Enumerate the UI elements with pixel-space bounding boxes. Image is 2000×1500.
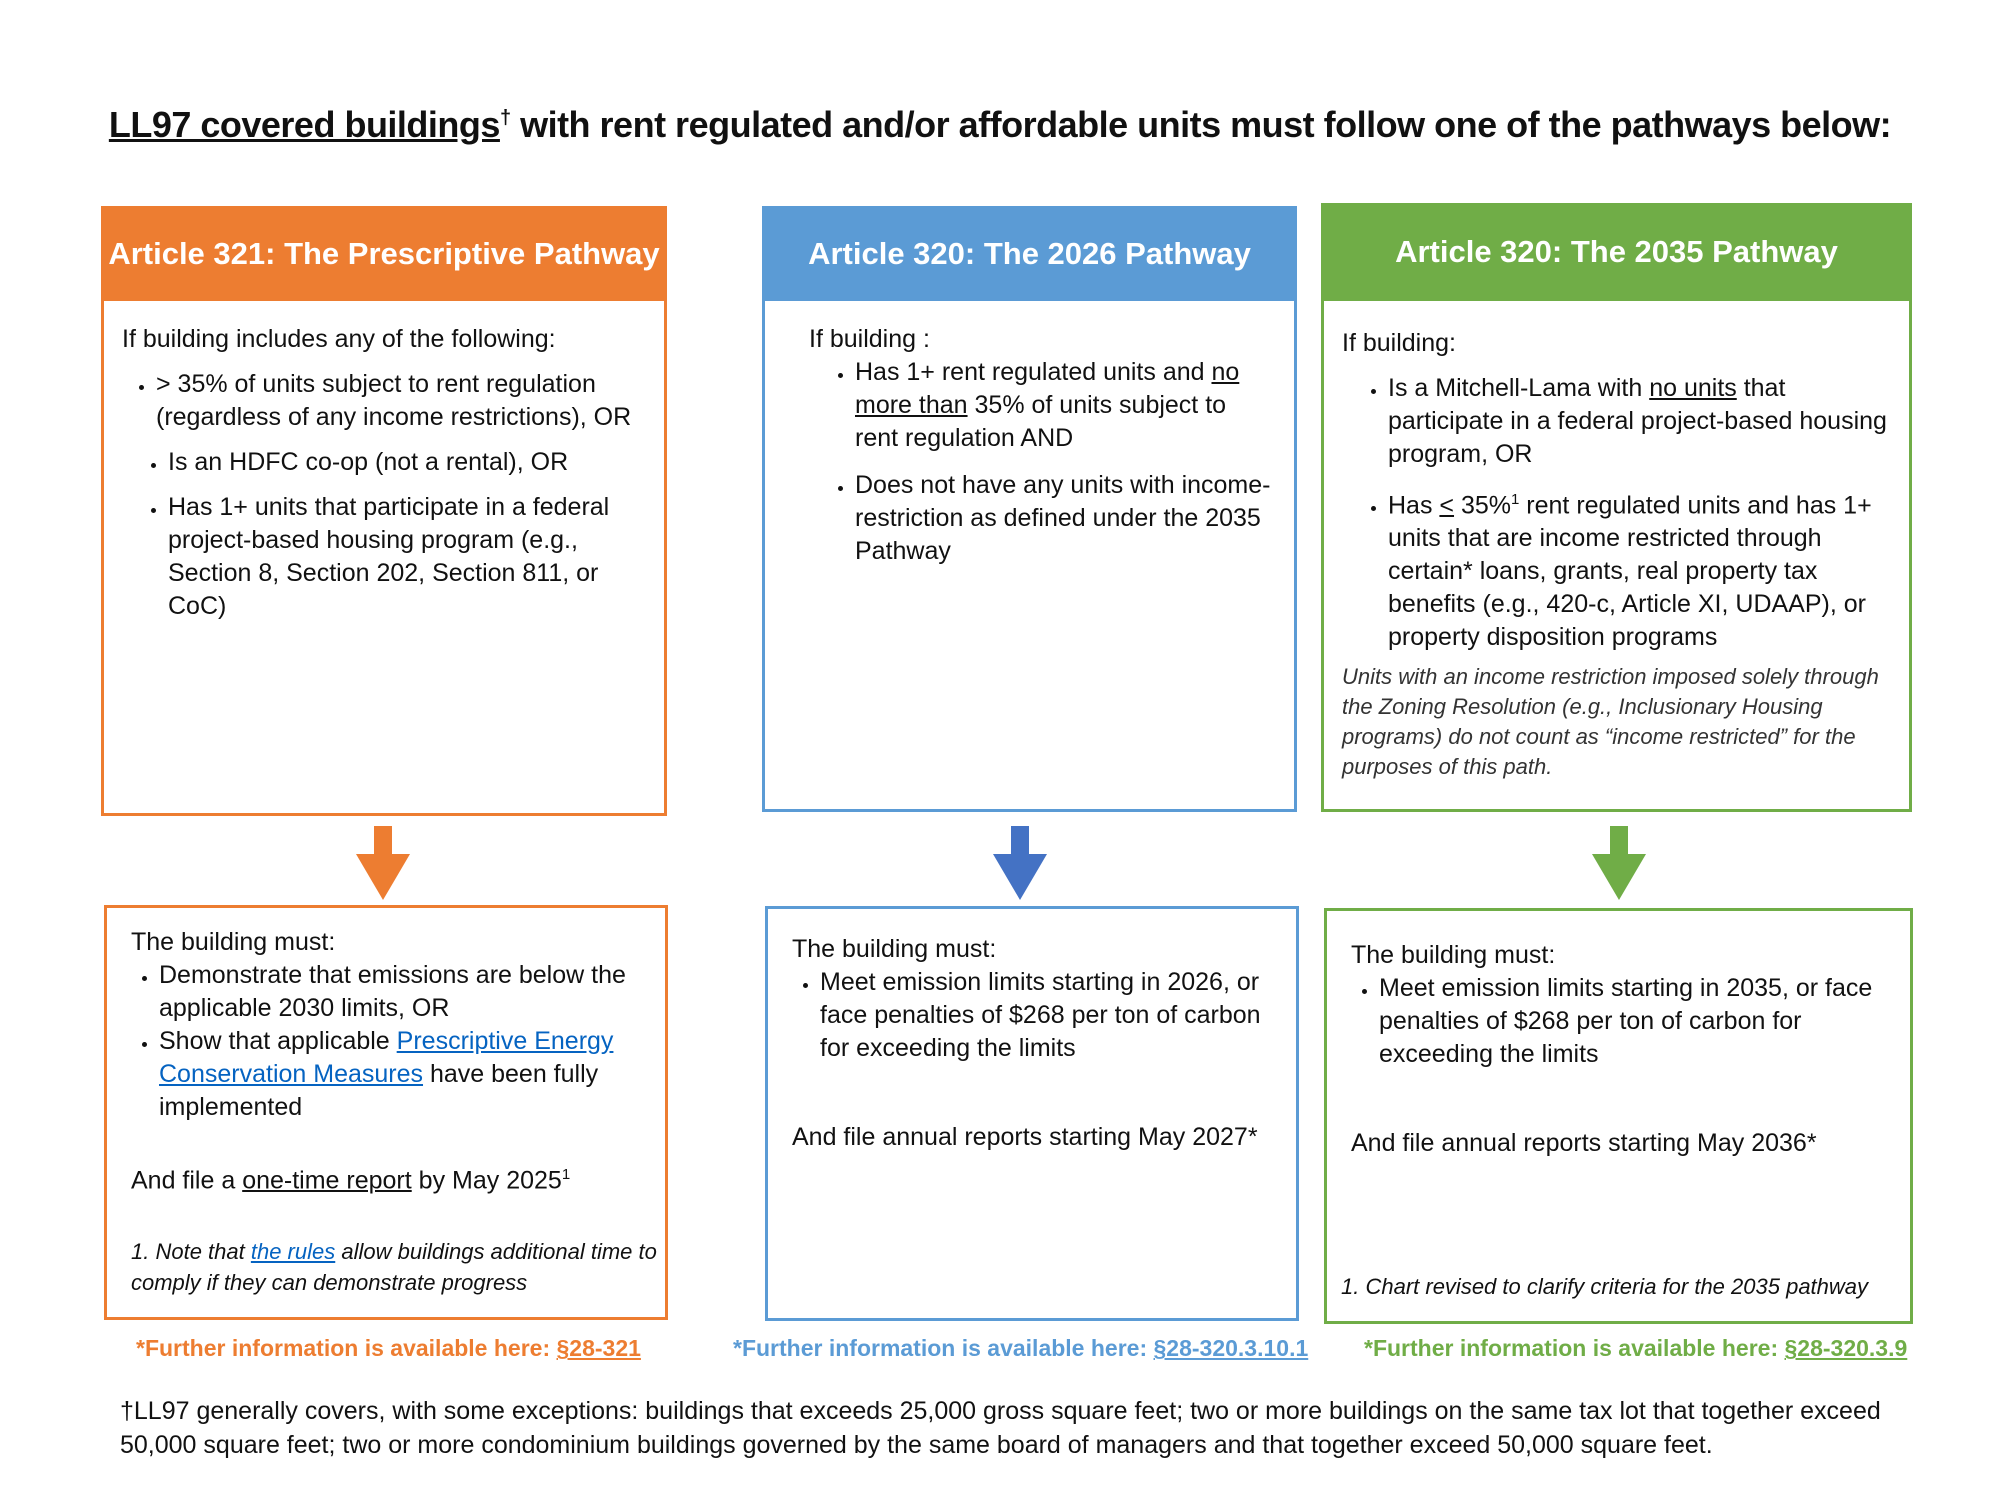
filing-requirement: And file annual reports starting May 203… xyxy=(1351,1129,1817,1157)
title-rest: with rent regulated and/or affordable un… xyxy=(510,104,1892,145)
revision-note: 1. Chart revised to clarify criteria for… xyxy=(1341,1274,1869,1299)
filing-requirement: And file a one-time report by May 20251 xyxy=(131,1166,571,1195)
requirement-item: Show that applicable Prescriptive Energy… xyxy=(159,1025,643,1124)
rules-link[interactable]: the rules xyxy=(250,1239,336,1264)
2026-header: Article 320: The 2026 Pathway xyxy=(762,206,1297,301)
prescriptive-requirements-box: The building must: Demonstrate that emis… xyxy=(104,905,668,1320)
criteria-item: > 35% of units subject to rent regulatio… xyxy=(156,368,646,434)
filing-requirement: And file annual reports starting May 202… xyxy=(792,1123,1258,1151)
prescriptive-header: Article 321: The Prescriptive Pathway xyxy=(101,206,667,301)
further-info-2035: *Further information is available here: … xyxy=(1364,1335,1908,1361)
must-label: The building must: xyxy=(1351,941,1556,969)
criteria-intro: If building: xyxy=(1342,329,1456,357)
must-label: The building must: xyxy=(131,928,336,956)
criteria-intro: If building includes any of the followin… xyxy=(122,325,556,353)
criteria-item: Has < 35%1 rent regulated units and has … xyxy=(1388,483,1891,654)
pecm-link[interactable]: Prescriptive Energy Conservation Measure… xyxy=(159,1027,614,1088)
2035-criteria-box: Article 320: The 2035 Pathway If buildin… xyxy=(1321,203,1912,812)
requirement-item: Demonstrate that emissions are below the… xyxy=(159,959,643,1025)
footnote-note: 1. Note that the rules allow buildings a… xyxy=(131,1239,657,1295)
criteria-item: Does not have any units with income-rest… xyxy=(855,469,1276,568)
2035-header: Article 320: The 2035 Pathway xyxy=(1321,203,1912,301)
2026-requirements-box: The building must: Meet emission limits … xyxy=(765,906,1299,1321)
income-restriction-note: Units with an income restriction imposed… xyxy=(1342,664,1879,780)
2035-requirements-box: The building must: Meet emission limits … xyxy=(1324,908,1913,1324)
criteria-item: Is a Mitchell-Lama with no units that pa… xyxy=(1388,372,1891,471)
criteria-item: Has 1+ rent regulated units and no more … xyxy=(855,356,1276,455)
one-time-report-link[interactable]: one-time report xyxy=(242,1166,412,1195)
dagger-mark: † xyxy=(499,107,511,129)
link-28-320-3-9[interactable]: §28-320.3.9 xyxy=(1784,1335,1908,1361)
link-28-320-3-10-1[interactable]: §28-320.3.10.1 xyxy=(1153,1335,1309,1361)
requirement-item: Meet emission limits starting in 2035, o… xyxy=(1379,972,1888,1071)
criteria-intro: If building : xyxy=(809,325,930,353)
further-info-2026: *Further information is available here: … xyxy=(733,1335,1309,1361)
further-info-321: *Further information is available here: … xyxy=(136,1335,641,1361)
link-28-321[interactable]: §28-321 xyxy=(556,1335,641,1361)
criteria-item: Is an HDFC co-op (not a rental), OR xyxy=(168,446,646,479)
coverage-footnote: †LL97 generally covers, with some except… xyxy=(120,1397,1881,1459)
requirement-item: Meet emission limits starting in 2026, o… xyxy=(820,966,1274,1065)
prescriptive-criteria-box: Article 321: The Prescriptive Pathway If… xyxy=(101,206,667,816)
page-title: LL97 covered buildings† with rent regula… xyxy=(0,104,2000,146)
title-covered-buildings: LL97 covered buildings xyxy=(108,104,501,145)
2026-criteria-box: Article 320: The 2026 Pathway If buildin… xyxy=(762,206,1297,812)
must-label: The building must: xyxy=(792,935,997,963)
criteria-item: Has 1+ units that participate in a feder… xyxy=(168,491,646,623)
